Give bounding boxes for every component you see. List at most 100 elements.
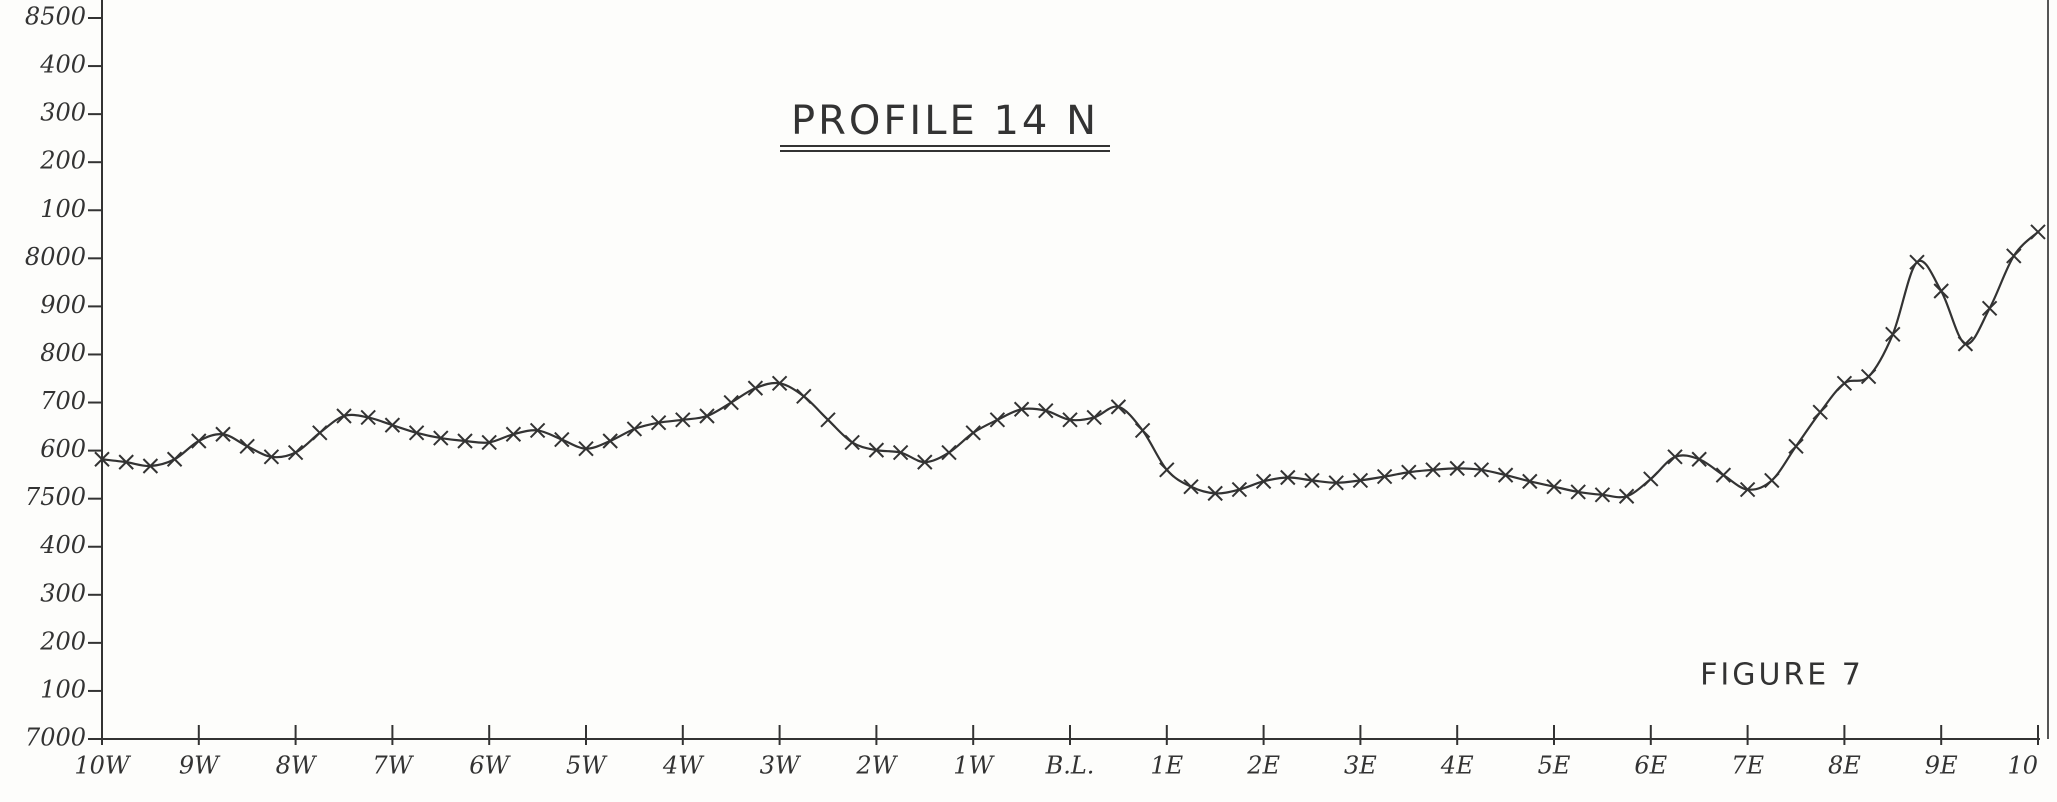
station-marker [1352,472,1369,489]
station-marker [1885,326,1901,342]
x-tick-label: 2E [1246,752,1280,780]
station-marker [1788,438,1804,454]
x-tick-label: 7W [372,752,414,780]
x-tick-label: 5E [1538,752,1571,780]
station-marker [1231,481,1248,498]
station-marker [191,433,207,449]
x-tick-label: 8E [1828,752,1861,780]
station-marker [1594,487,1611,503]
station-marker [1086,409,1102,426]
station-marker [336,408,352,424]
station-marker [771,375,788,392]
station-marker [1280,469,1296,486]
y-tick-label: 8500 [25,3,86,31]
station-marker [965,425,981,441]
x-tick-label: B.L. [1045,752,1095,780]
station-marker [747,380,764,396]
station-marker [1425,462,1441,478]
station-marker [941,444,957,461]
station-marker [1473,462,1490,478]
figure-label: FIGURE 7 [1700,658,1864,693]
station-marker [1667,449,1683,465]
station-marker [433,430,449,446]
station-marker [554,431,570,448]
station-marker [844,434,860,451]
station-marker [312,425,328,441]
y-tick-label: 200 [39,147,86,175]
y-tick-label: 800 [40,339,86,367]
station-marker [118,454,134,470]
station-marker [1497,467,1514,483]
station-marker [2006,248,2022,264]
station-marker [481,434,497,451]
y-tick-label: 7500 [25,483,86,511]
y-tick-label: 7000 [25,724,86,752]
x-tick-label: 4E [1440,752,1474,780]
station-marker [94,451,110,467]
station-marker [1546,478,1562,495]
station-marker [1812,404,1828,420]
x-tick-label: 9E [1925,752,1958,780]
station-marker [1376,468,1393,485]
y-tick-label: 900 [40,291,86,319]
station-marker [820,412,836,428]
station-marker [287,444,304,461]
x-tick-label: 10W [74,752,132,780]
station-marker [1110,399,1127,415]
x-tick-label: 1E [1150,752,1183,780]
station-marker [457,433,473,449]
station-marker [1207,485,1223,502]
station-marker [1643,471,1659,487]
station-marker [1691,451,1707,467]
station-marker [1933,283,1949,299]
chart-title: PROFILE 14 N [791,98,1099,144]
x-tick-label: 10 [2007,752,2038,780]
y-tick-label: 300 [40,99,86,127]
station-marker [1957,336,1974,352]
station-marker [868,442,885,458]
y-tick-label: 400 [39,531,86,559]
station-marker [1013,401,1030,417]
x-tick-label: 9W [179,752,221,780]
y-tick-label: 200 [39,627,86,655]
station-marker [215,426,231,442]
station-marker [796,388,812,404]
station-marker [263,449,280,465]
station-marker [699,408,715,424]
station-marker [166,451,183,467]
station-marker [1715,467,1732,483]
station-marker [723,394,739,411]
station-marker [626,421,643,437]
y-tick-label: 8000 [25,243,86,271]
station-marker [384,417,401,433]
station-marker [1183,478,1199,495]
station-marker [1570,484,1586,500]
station-marker [1401,464,1417,480]
x-tick-label: 4W [662,752,705,780]
station-marker [529,422,546,439]
y-tick-label: 700 [40,387,86,415]
x-tick-label: 3E [1344,752,1377,780]
x-tick-label: 8W [276,752,318,780]
station-marker [1062,412,1078,428]
station-marker [578,440,594,457]
profile-line [101,231,2039,499]
y-tick-label: 300 [40,579,86,607]
station-marker [892,444,909,461]
station-marker [239,438,255,454]
station-marker [360,409,376,426]
station-marker [989,412,1006,428]
x-tick-label: 2W [855,752,898,780]
station-marker [1909,254,1925,270]
x-tick-label: 7E [1731,752,1764,780]
station-marker [505,426,522,442]
station-marker [650,415,667,431]
station-marker [1981,300,1998,317]
x-tick-label: 6E [1634,752,1667,780]
station-marker [1038,402,1054,419]
y-tick-label: 400 [39,51,86,79]
station-marker [142,458,159,474]
x-tick-label: 6W [469,752,511,780]
station-marker [675,412,691,428]
